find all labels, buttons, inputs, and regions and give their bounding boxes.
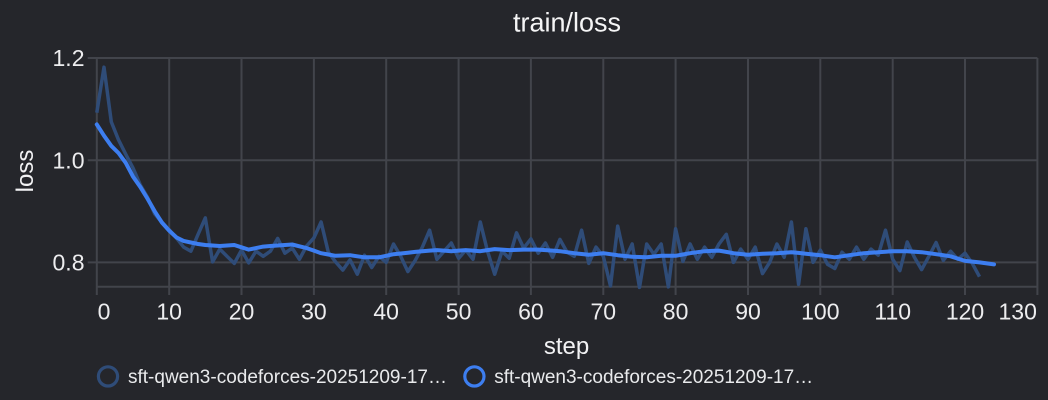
svg-text:110: 110 [874, 298, 911, 324]
svg-text:60: 60 [518, 298, 544, 324]
svg-text:70: 70 [591, 298, 617, 324]
svg-text:0.8: 0.8 [53, 250, 85, 276]
svg-text:120: 120 [946, 298, 984, 324]
svg-text:step: step [544, 333, 589, 360]
svg-text:30: 30 [301, 298, 327, 324]
svg-text:130: 130 [999, 298, 1037, 324]
svg-text:50: 50 [446, 298, 472, 324]
svg-text:1.0: 1.0 [53, 147, 85, 173]
svg-text:80: 80 [663, 298, 689, 324]
svg-text:train/loss: train/loss [513, 8, 621, 38]
svg-text:0: 0 [98, 298, 111, 324]
svg-text:loss: loss [12, 150, 39, 193]
svg-text:40: 40 [373, 298, 399, 324]
svg-text:sft-qwen3-codeforces-20251209-: sft-qwen3-codeforces-20251209-17… [494, 367, 813, 388]
svg-text:20: 20 [229, 298, 255, 324]
svg-text:100: 100 [801, 298, 839, 324]
svg-text:10: 10 [156, 298, 182, 324]
svg-text:1.2: 1.2 [53, 45, 85, 71]
svg-text:sft-qwen3-codeforces-20251209-: sft-qwen3-codeforces-20251209-17… [128, 367, 447, 388]
svg-text:90: 90 [735, 298, 761, 324]
